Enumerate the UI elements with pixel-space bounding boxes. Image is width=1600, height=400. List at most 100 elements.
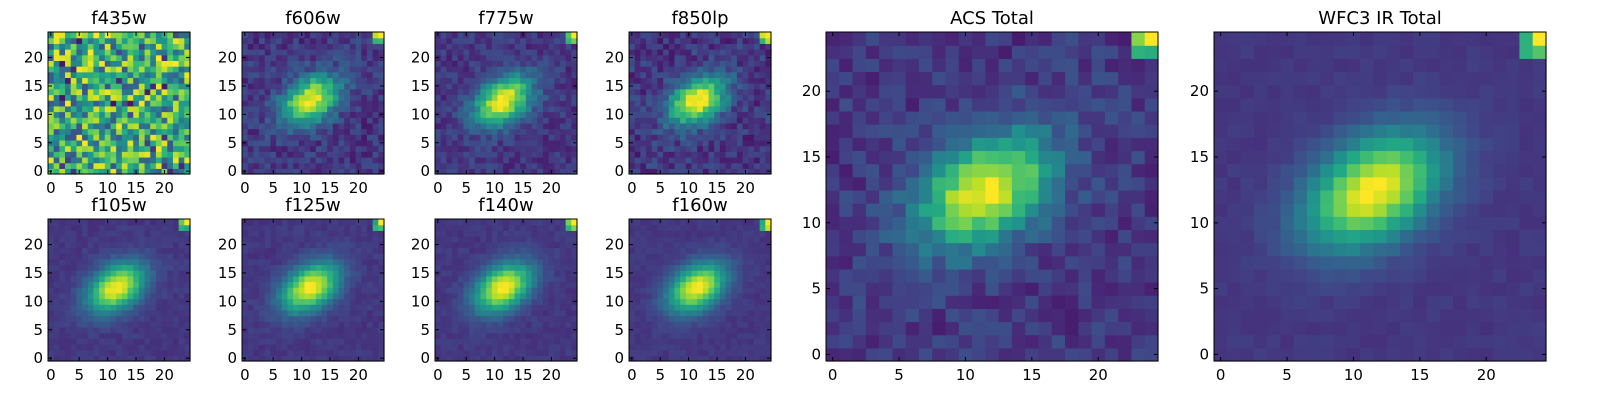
heat-cell [281,236,289,243]
heat-cell [184,236,191,243]
heat-cell [503,321,510,328]
heat-cell [731,105,738,113]
heat-cell [82,83,89,90]
heat-cell [463,60,470,67]
heat-cell [640,145,647,152]
heat-cell [753,117,761,124]
heat-cell [725,88,732,96]
heat-cell [503,128,510,135]
heat-cell [76,338,83,345]
heat-cell [508,230,516,237]
heat-cell [457,122,464,130]
heat-cell [361,309,368,317]
heat-cell [355,321,362,328]
heat-cell [366,151,374,158]
heat-cell [548,111,555,118]
subplot-title: f435w [91,8,146,29]
heat-cell [76,281,83,288]
heat-cell [719,355,727,362]
heat-cell [327,270,334,277]
heat-cell [525,83,533,90]
heat-cell [155,332,163,339]
heat-cell [759,275,766,283]
heat-cell [520,37,527,44]
heat-cell [304,309,311,317]
heat-cell [167,117,174,124]
heat-cell [361,128,368,135]
heat-cell [138,253,146,260]
heat-cell [253,105,260,113]
heat-cell [161,100,168,107]
heat-cell [725,83,732,90]
heat-cell [503,60,510,67]
heat-cell [480,100,487,107]
heat-cell [121,326,129,334]
heat-cell [172,88,180,96]
heat-cell [121,349,129,356]
heat-cell [440,139,447,147]
heat-cell [287,315,294,322]
heat-cell [355,156,362,164]
heat-cell [714,111,721,118]
heat-cell [161,77,168,84]
heat-cell [514,151,521,158]
heat-cell [332,49,340,56]
x-tick-label: 0 [240,366,250,384]
heat-cell [155,60,163,67]
heat-cell [469,287,476,294]
heat-cell [276,139,283,147]
heat-cell [184,128,191,135]
heat-cell [87,43,95,50]
heat-cell [355,128,362,135]
heat-cell [161,275,168,283]
heat-cell [748,88,755,96]
heat-cell [59,343,66,351]
heat-cell [155,343,163,351]
heat-cell [116,287,123,294]
heat-cell [685,105,693,113]
heat-cell [446,219,453,226]
heat-cell [742,315,749,322]
heat-cell [276,134,283,141]
heat-cell [87,332,95,339]
heat-cell [99,94,106,101]
heat-cell [497,321,504,328]
heat-cell [537,100,544,107]
heat-cell [264,134,271,141]
heat-cell [554,258,561,266]
heat-cell [634,315,641,322]
heat-cell [366,168,374,175]
heat-cell [355,287,362,294]
heat-cell [270,94,277,101]
heat-cell [514,258,521,266]
heat-cell [304,54,311,61]
heat-cell [178,156,185,164]
heat-cell [82,43,89,50]
heat-cell [59,71,66,79]
heat-cell [304,264,311,271]
heat-cell [646,338,653,345]
heat-cell [82,292,89,300]
heat-cell [446,338,453,345]
heat-cell [53,162,60,169]
heat-cell [559,122,567,130]
heat-cell [70,332,77,339]
heat-cell [548,156,555,164]
heat-cell [82,139,89,147]
heat-cell [531,281,538,288]
heat-cell [742,83,749,90]
heat-cell [446,326,453,334]
heat-cell [53,128,60,135]
heat-cell [469,219,476,226]
heat-cell [663,162,670,169]
heat-cell [753,355,761,362]
heat-cell [537,117,544,124]
heat-cell [65,145,72,152]
heat-cell [480,162,487,169]
heat-cell [259,343,266,351]
heat-cell [765,71,772,79]
heat-cell [48,315,55,322]
heat-cell [657,49,664,56]
heat-cell [110,88,117,96]
